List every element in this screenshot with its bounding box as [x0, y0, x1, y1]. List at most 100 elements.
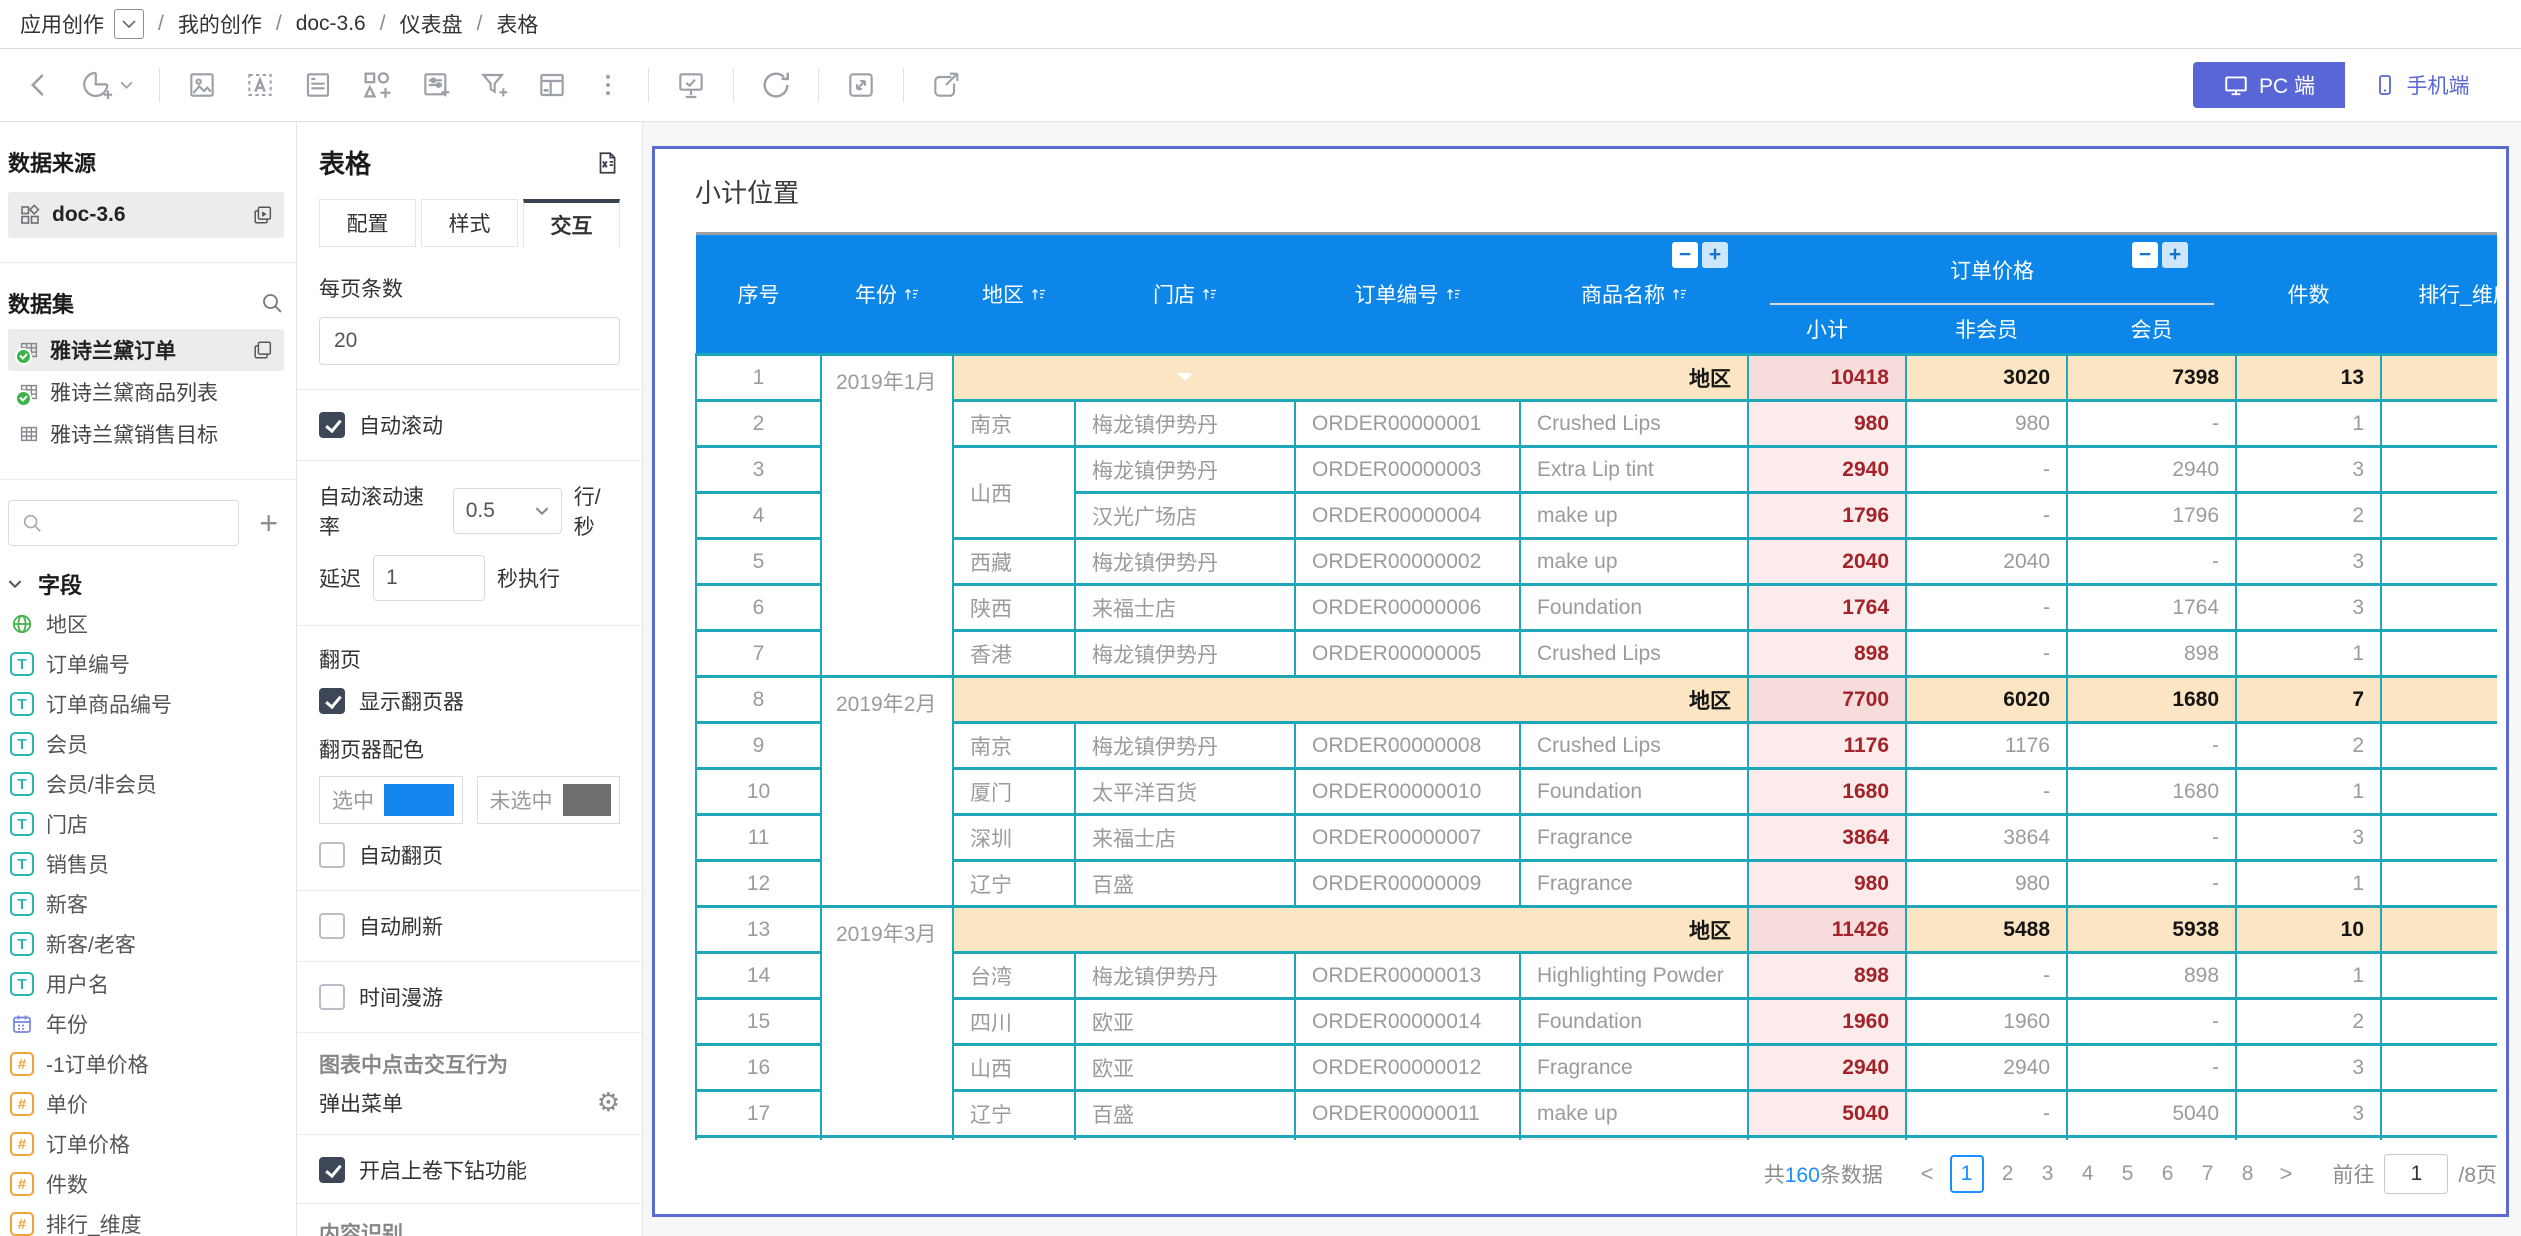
- cell-qty[interactable]: 1: [2236, 631, 2381, 677]
- cell-subtotal[interactable]: 1960: [1748, 999, 1906, 1045]
- cell-qty[interactable]: 10: [2236, 907, 2381, 953]
- cell-non-member[interactable]: 1960: [1906, 999, 2067, 1045]
- cell-member[interactable]: -: [2067, 861, 2236, 907]
- auto-page-checkbox[interactable]: [319, 842, 345, 868]
- cell-product[interactable]: Extra Lip tint: [1520, 447, 1748, 493]
- field-item[interactable]: #-1订单价格: [8, 1044, 284, 1084]
- cell-rank[interactable]: 65: [2381, 769, 2497, 815]
- next-page-button[interactable]: >: [2280, 1161, 2293, 1187]
- cell-product[interactable]: [1295, 1137, 1520, 1141]
- cell-non-member[interactable]: 980: [1906, 861, 2067, 907]
- scroll-rate-select[interactable]: 0.5: [453, 488, 562, 534]
- cell-order[interactable]: ORDER00000002: [1295, 539, 1520, 585]
- cell-index[interactable]: 8: [696, 677, 821, 723]
- col-header-index[interactable]: 序号: [696, 234, 821, 355]
- cell-store[interactable]: 百盛: [1075, 861, 1295, 907]
- subtotal-label-cell[interactable]: 地区: [953, 355, 1748, 401]
- export-excel-icon[interactable]: [594, 150, 620, 176]
- cell-store[interactable]: 来福士店: [1075, 585, 1295, 631]
- cell-non-member[interactable]: 6020: [1906, 677, 2067, 723]
- cell-product[interactable]: make up: [1520, 1091, 1748, 1137]
- cell-product[interactable]: Highlighting Powder: [1520, 953, 1748, 999]
- cell-order[interactable]: ORDER00000003: [1295, 447, 1520, 493]
- cell-rank[interactable]: 3: [2381, 953, 2497, 999]
- cell-region[interactable]: 辽宁: [953, 861, 1075, 907]
- field-item[interactable]: #排行_维度: [8, 1204, 284, 1236]
- selected-color-picker[interactable]: 选中: [319, 776, 463, 824]
- page-number-8[interactable]: 8: [2232, 1155, 2264, 1193]
- cell-rank[interactable]: 64: [2381, 861, 2497, 907]
- cell-non-member[interactable]: 980: [1906, 401, 2067, 447]
- cell-order[interactable]: ORDER00000005: [1295, 631, 1520, 677]
- cell-rank[interactable]: 414: [2381, 355, 2497, 401]
- time-travel-checkbox[interactable]: [319, 984, 345, 1010]
- cell-subtotal[interactable]: 5040: [1748, 1091, 1906, 1137]
- field-item[interactable]: T门店: [8, 804, 284, 844]
- cell-qty[interactable]: 3: [2236, 1091, 2381, 1137]
- col-header-order[interactable]: 订单编号: [1295, 234, 1520, 355]
- add-card-button[interactable]: [302, 69, 334, 101]
- unselected-color-picker[interactable]: 未选中: [477, 776, 621, 824]
- cell-qty[interactable]: 1: [2236, 769, 2381, 815]
- pc-mode-button[interactable]: PC 端: [2193, 62, 2345, 108]
- field-item[interactable]: T新客: [8, 884, 284, 924]
- page-number-7[interactable]: 7: [2192, 1155, 2224, 1193]
- cell-member[interactable]: 1764: [2067, 585, 2236, 631]
- cell-index[interactable]: 4: [696, 493, 821, 539]
- chevron-down-icon[interactable]: [114, 9, 144, 39]
- cell-rank[interactable]: 94: [2381, 999, 2497, 1045]
- cell-member[interactable]: 1680: [2067, 769, 2236, 815]
- cell-region[interactable]: [821, 1137, 953, 1141]
- cell-qty[interactable]: 3: [2236, 447, 2381, 493]
- cell-subtotal[interactable]: 898: [1748, 953, 1906, 999]
- collapse-columns-icon[interactable]: −: [1672, 242, 1698, 268]
- col-header-region[interactable]: 地区: [953, 234, 1075, 355]
- cell-qty[interactable]: 2: [2236, 999, 2381, 1045]
- page-number-3[interactable]: 3: [2032, 1155, 2064, 1193]
- field-search-input[interactable]: [8, 500, 239, 546]
- cell-subtotal[interactable]: 898: [1748, 631, 1906, 677]
- cell-product[interactable]: Foundation: [1520, 585, 1748, 631]
- col-header-member[interactable]: 会员: [2067, 305, 2236, 355]
- cell-member[interactable]: -: [2067, 539, 2236, 585]
- cell-qty[interactable]: 3: [2236, 1045, 2381, 1091]
- col-header-year[interactable]: 年份: [821, 234, 953, 355]
- cell-rank[interactable]: 9: [2381, 401, 2497, 447]
- cell-store[interactable]: 梅龙镇伊势丹: [1075, 953, 1295, 999]
- cell-non-member[interactable]: -: [1906, 769, 2067, 815]
- table-row[interactable]: 14台湾梅龙镇伊势丹ORDER00000013Highlighting Powd…: [696, 953, 2497, 999]
- add-table-widget-button[interactable]: [536, 69, 568, 101]
- table-row[interactable]: 2南京梅龙镇伊势丹ORDER00000001Crushed Lips980980…: [696, 401, 2497, 447]
- cell-rank[interactable]: 92: [2381, 815, 2497, 861]
- copy-icon[interactable]: [252, 204, 274, 226]
- prev-page-button[interactable]: <: [1921, 1161, 1934, 1187]
- cell-store[interactable]: 梅龙镇伊势丹: [1075, 401, 1295, 447]
- cell-order[interactable]: ORDER00000014: [1295, 999, 1520, 1045]
- cell-member[interactable]: 7398: [2067, 355, 2236, 401]
- cell-region[interactable]: 厦门: [953, 769, 1075, 815]
- table-row[interactable]: 6陕西来福士店ORDER00000006Foundation1764-17643…: [696, 585, 2497, 631]
- cell-product[interactable]: Crushed Lips: [1520, 401, 1748, 447]
- cell-non-member[interactable]: [1748, 1137, 1906, 1141]
- cell-non-member[interactable]: -: [1906, 953, 2067, 999]
- table-widget[interactable]: 小计位置 序号 年份 地区 门店: [652, 146, 2509, 1217]
- cell-store[interactable]: 梅龙镇伊势丹: [1075, 631, 1295, 677]
- subtotal-label-cell[interactable]: 地区: [953, 677, 1748, 723]
- cell-qty[interactable]: 3: [2236, 585, 2381, 631]
- page-number-1[interactable]: 1: [1950, 1155, 1984, 1193]
- cell-qty[interactable]: 2: [2236, 493, 2381, 539]
- cell-qty[interactable]: [2067, 1137, 2236, 1141]
- cell-index[interactable]: 17: [696, 1091, 821, 1137]
- cell-index[interactable]: 13: [696, 907, 821, 953]
- gear-icon[interactable]: ⚙: [597, 1087, 620, 1118]
- cell-member[interactable]: 2940: [2067, 447, 2236, 493]
- cell-store[interactable]: 梅龙镇伊势丹: [1075, 539, 1295, 585]
- cell-subtotal[interactable]: 1176: [1748, 723, 1906, 769]
- cell-product[interactable]: Fragrance: [1520, 861, 1748, 907]
- cell-region[interactable]: 西藏: [953, 539, 1075, 585]
- filter-dropdown-icon[interactable]: [1177, 373, 1193, 389]
- cell-subtotal[interactable]: 10418: [1748, 355, 1906, 401]
- delay-input[interactable]: [373, 555, 485, 601]
- cell-index[interactable]: 10: [696, 769, 821, 815]
- add-chart-button[interactable]: [80, 68, 133, 102]
